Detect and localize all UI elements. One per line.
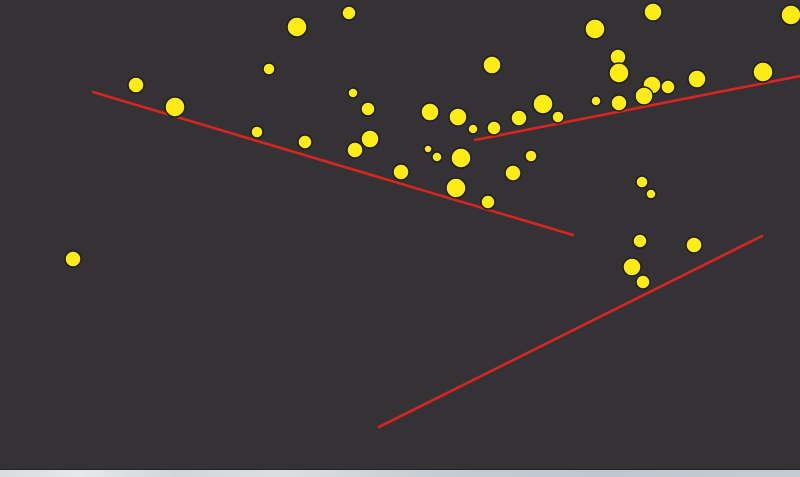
bottom-window-edge [0,469,800,477]
ball [297,134,313,150]
ball [420,102,440,122]
ball [660,79,676,95]
ball [448,107,468,127]
ball [532,93,554,115]
ball [551,110,565,124]
ball [431,151,443,163]
ball [584,18,606,40]
ball [392,163,410,181]
ball [360,129,380,149]
ball [286,16,308,38]
ball [510,109,528,127]
ball [687,69,707,89]
ball [164,96,186,118]
ball [341,5,357,21]
ball [643,2,663,22]
ball [622,257,642,277]
ball [64,250,82,268]
ball [780,4,800,26]
ball [590,95,602,107]
ball [635,175,649,189]
ball [486,120,502,136]
ball [752,61,774,83]
ball [635,274,651,290]
ball [482,55,502,75]
ball [634,86,654,106]
ball [480,194,496,210]
ball [610,94,628,112]
ball [504,164,522,182]
ball [346,141,364,159]
ball [685,236,703,254]
ball [524,149,538,163]
ball [467,123,479,135]
balls-layer [64,2,800,290]
ball [608,62,630,84]
drawn-line [377,234,764,429]
ball [632,233,648,249]
ball [645,188,657,200]
ball [423,144,433,154]
ball [445,177,467,199]
drawn-line [473,74,800,142]
ball [360,101,376,117]
ball [250,125,264,139]
ball [262,62,276,76]
ball [127,76,145,94]
ball [347,87,359,99]
ball [450,147,472,169]
